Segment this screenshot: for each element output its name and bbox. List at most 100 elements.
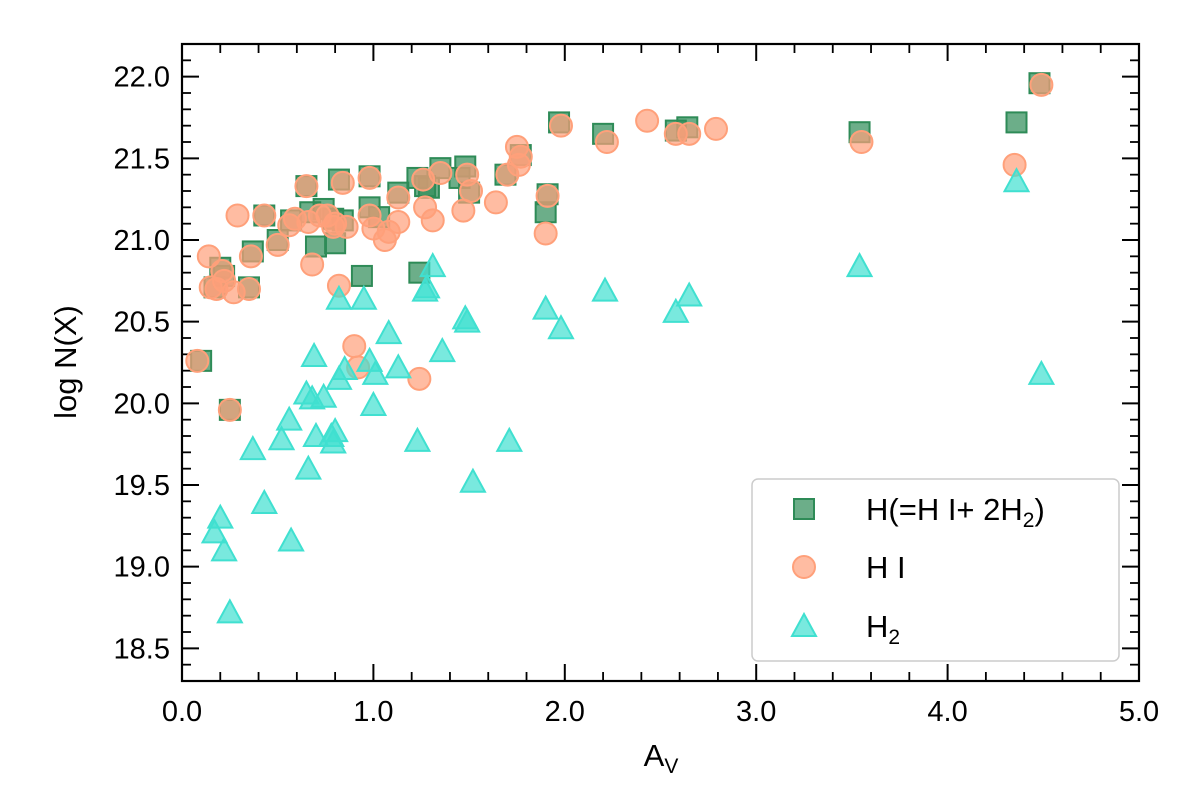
hi-point <box>334 214 359 239</box>
hi-point <box>225 203 250 228</box>
hi-point <box>420 208 445 233</box>
axis-ticks: 0.0 1.0 2.0 3.0 4.0 5.0 18.5 19.0 19.5 20.0 20.5 21… <box>114 43 1159 728</box>
hi-point <box>459 179 484 203</box>
h2-point <box>675 281 703 307</box>
h2-point <box>419 252 447 278</box>
h2-point <box>428 336 456 363</box>
x-axis-label-sub: V <box>664 755 678 778</box>
hi-point <box>238 244 263 269</box>
h2-point <box>1002 167 1031 193</box>
h2-point <box>403 426 432 452</box>
hi-point <box>342 334 367 359</box>
legend-marker-circle <box>792 555 816 579</box>
h2-point <box>1027 359 1056 385</box>
hi-point <box>535 183 560 208</box>
hi-point <box>548 113 573 138</box>
h2-point <box>206 503 234 529</box>
h2-point <box>495 426 523 452</box>
h2-point <box>547 314 575 340</box>
x-tick-label: 5.0 <box>1119 696 1159 728</box>
h2-point <box>350 284 378 310</box>
h2-point <box>216 598 244 624</box>
h-total-point <box>1005 111 1028 134</box>
h2-point <box>453 307 481 333</box>
x-tick-label: 3.0 <box>736 696 776 728</box>
legend-label-circle: H I <box>866 550 906 585</box>
x-tick-label: 0.0 <box>162 696 202 728</box>
hi-point <box>236 277 261 301</box>
hi-point <box>294 174 319 199</box>
y-axis-label: log N(X) <box>48 305 83 419</box>
h2-point <box>531 294 560 320</box>
hi-point <box>483 190 508 215</box>
h2-point <box>375 319 403 345</box>
hi-point <box>252 203 277 228</box>
h2-point <box>459 467 487 493</box>
x-tick-label: 2.0 <box>545 696 585 728</box>
h2-point <box>239 434 267 461</box>
series-square <box>190 72 1051 421</box>
y-tick-label: 19.0 <box>114 552 170 584</box>
h2-point <box>309 382 338 408</box>
hi-point <box>407 366 432 391</box>
hi-point <box>330 170 355 195</box>
h2-point <box>300 341 328 367</box>
h2-point <box>325 284 353 310</box>
y-tick-label: 20.5 <box>114 307 170 339</box>
legend: H(=H I+ 2H2) H I H2 <box>751 478 1120 662</box>
hi-point <box>508 144 533 169</box>
hi-point <box>357 165 382 190</box>
hi-point <box>386 210 411 235</box>
h2-point <box>250 488 278 514</box>
y-tick-label: 18.5 <box>114 633 170 665</box>
h2-point <box>277 526 305 552</box>
hi-point <box>185 348 210 373</box>
legend-marker-triangle <box>790 611 818 637</box>
legend-label-triangle: H2 <box>866 609 900 649</box>
h2-point <box>384 353 412 379</box>
h2-point <box>662 297 690 323</box>
hi-point <box>300 252 325 277</box>
x-axis-label: AV <box>644 738 679 778</box>
h2-point <box>361 359 389 385</box>
y-tick-label: 19.5 <box>114 470 170 502</box>
hi-point <box>1029 72 1054 97</box>
legend-label-square: H(=H I+ 2H2) <box>866 492 1045 532</box>
h2-point <box>210 536 238 562</box>
hi-point <box>533 221 558 246</box>
h2-point <box>413 273 441 299</box>
plot-frame <box>180 42 1141 683</box>
h2-point <box>275 405 303 431</box>
series-circle <box>185 72 1054 422</box>
h2-point <box>200 518 229 544</box>
h2-point <box>359 390 388 416</box>
y-tick-label: 21.5 <box>114 143 170 175</box>
y-tick-label: 20.0 <box>114 388 170 420</box>
h2-point <box>321 417 349 443</box>
h2-point <box>267 425 296 451</box>
hi-point <box>386 185 411 210</box>
h2-point <box>294 454 323 480</box>
hi-point <box>677 121 702 146</box>
series-triangle <box>200 167 1056 624</box>
hi-point <box>635 108 660 133</box>
hi-point <box>265 232 290 257</box>
hi-point <box>849 130 874 154</box>
data-points <box>185 72 1056 624</box>
legend-marker-square <box>793 498 815 520</box>
x-axis-label-main: A <box>644 738 665 773</box>
y-tick-label: 21.0 <box>114 225 170 257</box>
h2-point <box>845 252 874 278</box>
h-total-point <box>350 264 373 287</box>
hi-point <box>428 161 453 186</box>
hi-point <box>704 116 729 141</box>
x-tick-label: 4.0 <box>927 696 967 728</box>
hi-point <box>217 397 242 422</box>
legend-box <box>751 478 1120 662</box>
y-tick-label: 22.0 <box>114 62 170 94</box>
h2-point <box>331 354 359 381</box>
hi-point <box>594 130 619 154</box>
x-tick-label: 1.0 <box>353 696 393 728</box>
h2-point <box>591 276 619 302</box>
